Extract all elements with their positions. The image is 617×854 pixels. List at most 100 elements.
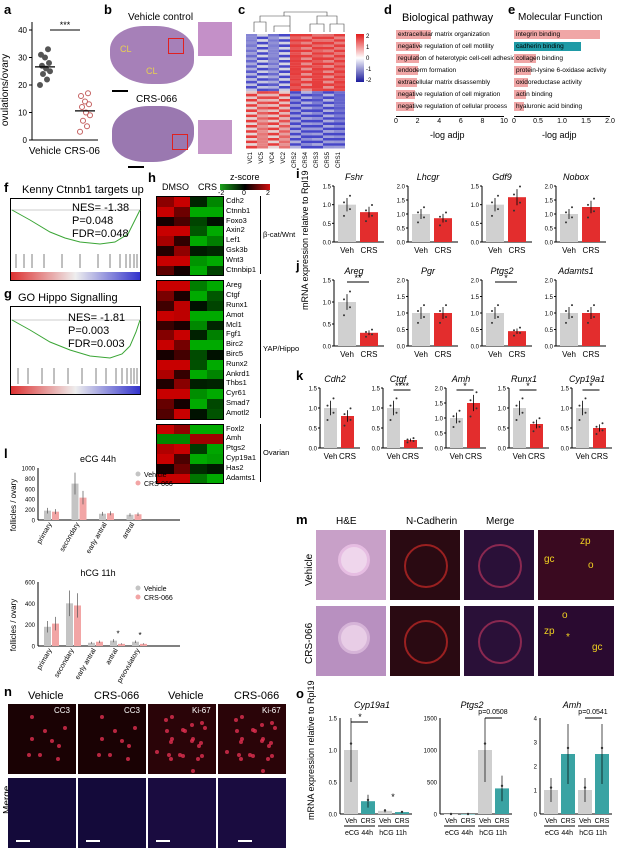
zoom-box	[172, 134, 188, 150]
cell-dot	[234, 717, 238, 722]
data-point	[383, 809, 387, 812]
gene-label: Fgf1	[226, 329, 242, 339]
ytick: 0	[434, 813, 438, 819]
xcat: Veh	[562, 350, 576, 359]
heat-cell	[246, 109, 257, 113]
col-label: CRS4	[303, 151, 309, 168]
data-point	[439, 224, 441, 227]
data-point	[475, 407, 478, 410]
anno-gc: gc	[544, 554, 555, 565]
xcat: CRS	[509, 350, 526, 359]
xcat: Veh	[324, 452, 338, 461]
xcat: CRS	[465, 452, 482, 461]
col-crs: CRS-066	[94, 690, 140, 702]
ytick: 0.0	[471, 241, 480, 247]
gene-title: Cyp19a1	[354, 700, 390, 710]
heat-cell	[268, 52, 279, 55]
heat-cell	[323, 122, 334, 126]
xcat-crs: CRS-066	[64, 146, 100, 157]
heat-cell	[246, 106, 257, 110]
heat-cell	[301, 93, 312, 97]
heat-cell	[301, 44, 312, 48]
heat-cell	[257, 119, 268, 123]
cell-dot	[182, 729, 187, 734]
gene-label: Mcl1	[226, 319, 242, 329]
cell-dot	[236, 753, 241, 758]
bar	[361, 801, 375, 814]
heat-cell	[323, 73, 334, 76]
gene-label: Smad7	[226, 398, 250, 407]
bar	[576, 408, 589, 448]
heat-cell	[206, 398, 223, 409]
cell-dot	[261, 768, 266, 773]
ytick: 2.0	[435, 387, 444, 393]
heat-cell	[323, 135, 334, 139]
data-point	[452, 415, 455, 418]
heat-cell	[173, 226, 190, 237]
data-point	[515, 419, 518, 421]
col-label: CRS5	[325, 151, 331, 168]
ytick: 1.5	[323, 279, 332, 285]
xtick: 0.5	[533, 118, 543, 125]
cell-dot	[225, 750, 230, 755]
heat-cell	[334, 114, 345, 118]
heat-cell	[334, 99, 345, 102]
heat-cell	[173, 473, 190, 484]
heat-cell	[279, 104, 290, 107]
data-point	[513, 209, 515, 212]
bar	[593, 428, 606, 448]
cell-dot	[268, 741, 273, 746]
ytick: 0.0	[545, 241, 554, 247]
ytick: 1.5	[545, 295, 554, 301]
heat-cell	[290, 117, 301, 120]
heat-cell	[301, 60, 312, 63]
bar	[495, 788, 509, 814]
heat-cell	[268, 39, 279, 42]
data-point	[587, 203, 589, 206]
cell-dot	[164, 729, 169, 733]
heat-cell	[173, 281, 190, 292]
xcat: secondary	[59, 521, 81, 553]
heat-cell	[312, 106, 323, 110]
col-crs: CRS	[198, 182, 218, 192]
cell-dot	[30, 736, 35, 741]
heat-cell	[279, 93, 290, 97]
heat-cell	[334, 132, 345, 136]
ytick: 0.5	[372, 427, 381, 433]
heat-cell	[257, 145, 268, 149]
heat-cell	[206, 216, 223, 227]
heat-cell	[290, 75, 301, 79]
ytick: 1500	[424, 717, 438, 723]
data-point	[445, 220, 447, 223]
heat-cell	[323, 88, 334, 92]
data-point	[77, 128, 83, 135]
heat-cell	[190, 246, 207, 256]
heat-cell	[190, 281, 207, 292]
cell-dot	[50, 739, 54, 743]
heat-cell	[334, 36, 345, 40]
gene-label: Amh	[226, 433, 242, 443]
heat-cell	[157, 359, 174, 370]
xcat: Veh	[387, 452, 401, 461]
heat-cell	[246, 130, 257, 133]
heat-cell	[190, 349, 207, 360]
heat-cell	[323, 104, 334, 107]
cell-dot	[189, 722, 194, 727]
heat-cell	[257, 83, 268, 87]
heat-cell	[190, 389, 207, 399]
heat-cell	[279, 125, 290, 128]
heat-cell	[323, 41, 334, 45]
heat-cell	[173, 359, 190, 370]
cell-dot	[127, 744, 132, 749]
panel-l-hcg: hCG 11h follicles / ovary 0 200 400 600 primar…	[8, 566, 188, 684]
bar-label: negative regulation of cell motility	[398, 43, 494, 50]
legend-tick: 0	[366, 56, 370, 62]
bar-chart-nobox: Nobox 0.0 0.5 1.0 1.5 2.0 Veh CRS	[545, 172, 606, 255]
heat-cell	[323, 140, 334, 144]
bar	[434, 218, 452, 242]
heat-cell	[290, 109, 301, 113]
ytick: 600	[25, 581, 36, 587]
data-point	[565, 310, 567, 313]
sig: *	[463, 381, 467, 391]
data-point	[521, 397, 524, 400]
